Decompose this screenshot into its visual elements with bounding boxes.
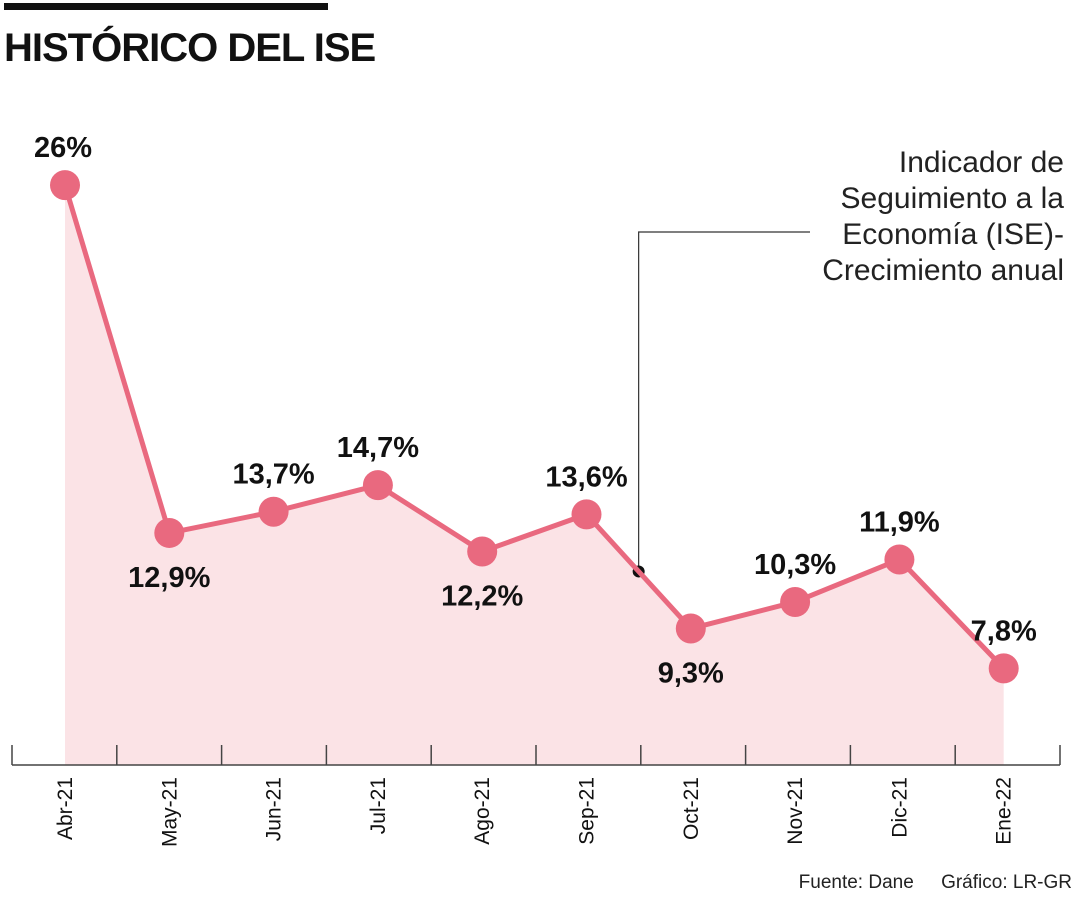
x-tick-label-jun-21: Jun-21 [263,777,286,841]
x-tick-label-may-21: May-21 [158,777,181,847]
data-point-jun-21 [258,496,289,527]
annotation-leader-line [638,231,810,572]
x-tick-label-ene-22: Ene-22 [993,777,1016,845]
value-label-oct-21: 9,3% [658,658,724,690]
data-point-oct-21 [675,613,706,644]
value-label-nov-21: 10,3% [754,549,836,581]
data-point-jul-21 [362,470,393,501]
annotation-line-4: Crecimiento anual [822,254,1064,287]
chart-title: HISTÓRICO DEL ISE [4,26,376,70]
value-label-may-21: 12,9% [128,562,210,594]
value-label-abr-21: 26% [34,132,92,164]
value-label-sep-21: 13,6% [545,461,627,493]
x-tick-label-jul-21: Jul-21 [367,777,390,834]
credit-note: Gráfico: LR-GR [941,872,1072,893]
source-note: Fuente: Dane [798,872,914,893]
value-label-jun-21: 13,7% [232,459,314,491]
data-point-nov-21 [780,586,811,617]
value-label-dic-21: 11,9% [859,506,940,538]
x-tick-label-nov-21: Nov-21 [784,777,807,845]
x-tick-label-dic-21: Dic-21 [888,777,911,838]
value-label-ene-22: 7,8% [971,615,1037,647]
x-tick-label-abr-21: Abr-21 [54,777,77,840]
chart-footer: Fuente: Dane Gráfico: LR-GR [777,872,1072,894]
x-tick-label-oct-21: Oct-21 [680,777,703,840]
data-point-dic-21 [884,544,915,575]
data-point-abr-21 [50,170,80,201]
data-point-sep-21 [571,499,602,530]
annotation-line-3: Economía (ISE)- [842,218,1064,251]
x-tick-label-ago-21: Ago-21 [471,777,494,845]
x-tick-label-sep-21: Sep-21 [576,777,599,845]
series-line [62,184,1006,671]
value-label-ago-21: 12,2% [441,581,523,613]
annotation-line-1: Indicador de [898,146,1064,179]
value-label-jul-21: 14,7% [337,432,419,464]
title-rule [4,3,328,10]
data-point-may-21 [154,517,185,548]
data-point-ene-22 [988,653,1019,684]
data-point-ago-21 [467,536,498,567]
annotation-line-2: Seguimiento a la [840,182,1064,215]
series-area [65,185,1004,765]
series-annotation: Indicador de Seguimiento a la Economía (… [734,145,1064,289]
